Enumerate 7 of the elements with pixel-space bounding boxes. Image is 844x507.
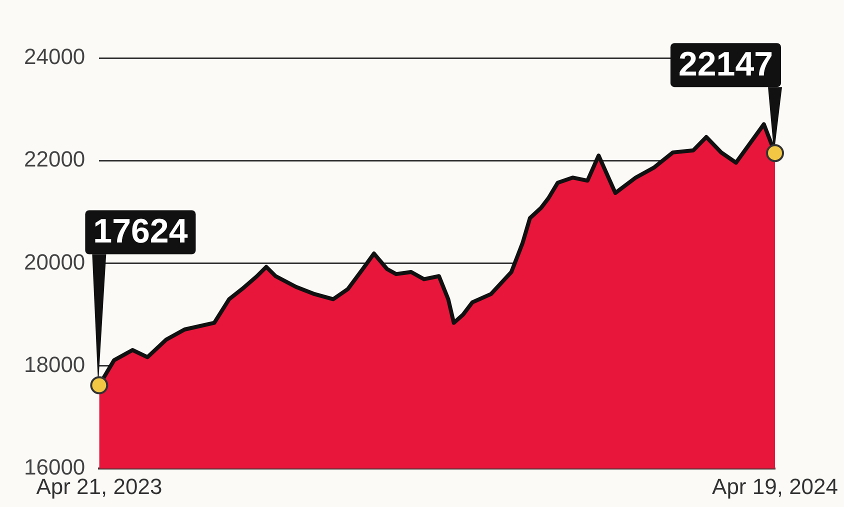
y-tick-label: 20000	[24, 249, 86, 274]
y-tick-label: 18000	[24, 352, 86, 378]
x-tick-label: Apr 19, 2024	[712, 474, 838, 499]
y-tick-label: 24000	[24, 44, 86, 70]
annotation: 22147	[678, 45, 774, 84]
y-tick-label: 22000	[24, 146, 86, 172]
annotation: 17624	[93, 212, 188, 251]
